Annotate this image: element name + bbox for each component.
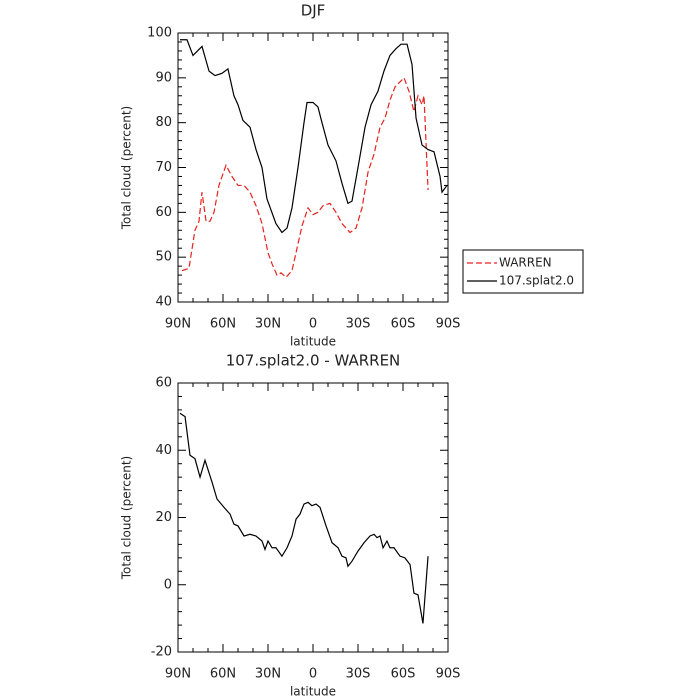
x-tick-label: 30N	[255, 667, 281, 682]
y-tick-label: 90	[155, 70, 172, 85]
x-tick-label: 90N	[165, 667, 191, 682]
data-line	[179, 412, 429, 624]
data-line	[181, 76, 429, 279]
y-tick-label: 100	[147, 26, 172, 41]
y-axis-label: Total cloud (percent)	[120, 456, 134, 580]
y-axis-label: Total cloud (percent)	[120, 106, 134, 230]
legend-label: WARREN	[499, 256, 552, 270]
legend-label: 107.splat2.0	[499, 274, 574, 288]
chart-title: 107.splat2.0 - WARREN	[226, 352, 401, 370]
chart-title: DJF	[301, 2, 326, 20]
y-tick-label: 60	[155, 376, 172, 391]
x-tick-label: 0	[309, 667, 317, 682]
x-axis-label: latitude	[290, 335, 336, 349]
y-tick-label: 0	[164, 577, 172, 592]
x-axis-label: latitude	[290, 685, 336, 699]
x-tick-label: 90S	[436, 317, 461, 332]
x-tick-label: 60S	[391, 667, 416, 682]
x-tick-label: 30S	[346, 317, 371, 332]
x-tick-label: 0	[309, 317, 317, 332]
x-tick-label: 30S	[346, 667, 371, 682]
y-tick-label: 40	[155, 443, 172, 458]
y-tick-label: 80	[155, 115, 172, 130]
data-line	[179, 39, 448, 234]
y-tick-label: 70	[155, 160, 172, 175]
x-tick-label: 30N	[255, 317, 281, 332]
x-tick-label: 90S	[436, 667, 461, 682]
y-tick-label: 50	[155, 250, 172, 265]
plot-frame	[177, 32, 449, 303]
x-tick-label: 60N	[210, 317, 236, 332]
x-tick-label: 60S	[391, 317, 416, 332]
y-tick-label: 20	[155, 510, 172, 525]
x-tick-label: 60N	[210, 667, 236, 682]
y-tick-label: 40	[155, 295, 172, 310]
y-tick-label: -20	[151, 645, 172, 660]
x-tick-label: 90N	[165, 317, 191, 332]
legend-box	[462, 249, 584, 294]
y-tick-label: 60	[155, 205, 172, 220]
plot-frame	[177, 382, 449, 653]
